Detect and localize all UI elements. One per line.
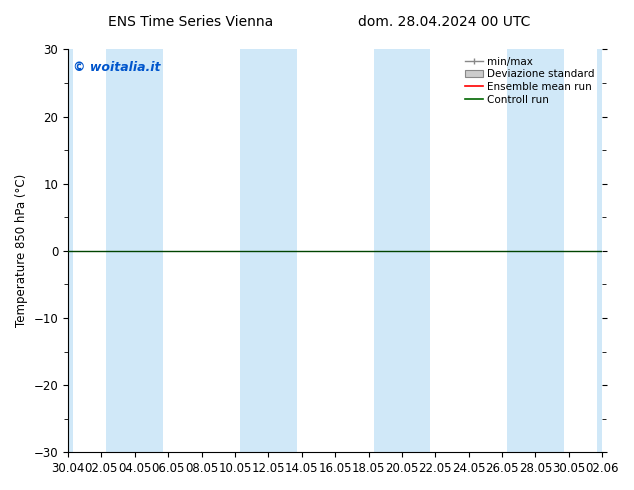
Text: © woitalia.it: © woitalia.it (74, 61, 161, 74)
Bar (373, 49, 430, 452)
Bar (107, 49, 163, 452)
Text: dom. 28.04.2024 00 UTC: dom. 28.04.2024 00 UTC (358, 15, 530, 29)
Bar (597, 49, 602, 452)
Y-axis label: Temperature 850 hPa (°C): Temperature 850 hPa (°C) (15, 174, 28, 327)
Text: ENS Time Series Vienna: ENS Time Series Vienna (108, 15, 273, 29)
Legend: min/max, Deviazione standard, Ensemble mean run, Controll run: min/max, Deviazione standard, Ensemble m… (462, 54, 597, 107)
Bar (240, 49, 297, 452)
Bar (507, 49, 564, 452)
Bar (68, 49, 73, 452)
